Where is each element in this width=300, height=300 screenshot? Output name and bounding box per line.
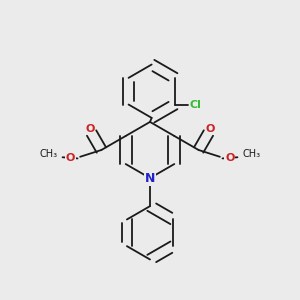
Text: O: O (85, 124, 94, 134)
Text: O: O (66, 153, 75, 164)
Text: Cl: Cl (190, 100, 202, 110)
Text: CH₃: CH₃ (40, 149, 58, 159)
Text: O: O (225, 153, 234, 164)
Text: CH₃: CH₃ (242, 149, 260, 159)
Text: O: O (206, 124, 215, 134)
Text: N: N (145, 172, 155, 184)
